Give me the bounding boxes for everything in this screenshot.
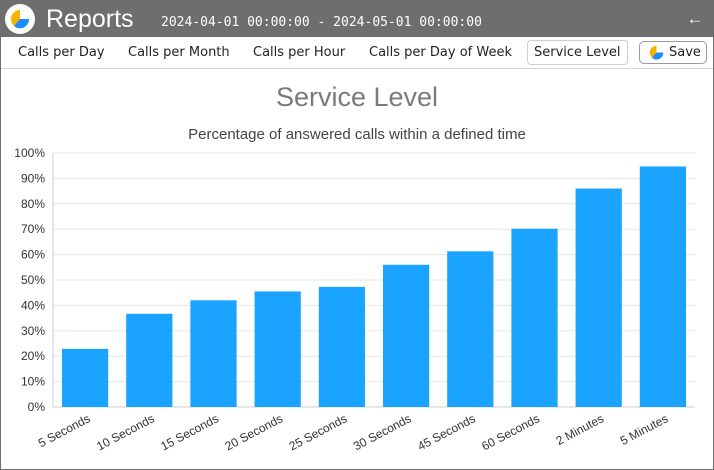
tab-calls-per-hour[interactable]: Calls per Hour: [253, 45, 346, 60]
bar: [511, 228, 558, 407]
y-tick-label: 80%: [21, 197, 45, 211]
x-tick-label: 60 Seconds: [479, 411, 542, 453]
x-tick-label: 10 Seconds: [94, 411, 157, 453]
pie-chart-icon: [5, 4, 35, 34]
y-tick-label: 0%: [28, 400, 46, 414]
y-tick-label: 30%: [21, 324, 45, 338]
tab-calls-per-day[interactable]: Calls per Day: [18, 45, 105, 60]
y-tick-label: 50%: [21, 273, 45, 287]
bar: [382, 264, 430, 407]
tab-calls-per-day-of-week[interactable]: Calls per Day of Week: [369, 45, 512, 60]
y-tick-label: 70%: [21, 222, 45, 236]
x-tick-label: 30 Seconds: [351, 411, 414, 453]
x-tick-label: 5 Seconds: [36, 411, 93, 450]
save-button-label: Save: [669, 45, 701, 60]
bar: [575, 188, 622, 407]
tab-service-level[interactable]: Service Level: [527, 40, 628, 65]
pie-chart-icon-graphic: [11, 10, 30, 29]
x-tick-label: 5 Minutes: [618, 411, 671, 448]
service-level-chart: 0% 10% 20% 30% 40% 50% 60% 70% 80% 90% 100% 5 Secon…: [14, 146, 695, 453]
pie-chart-icon: [649, 45, 664, 60]
y-tick-label: 90%: [21, 171, 45, 185]
arrow-left-icon[interactable]: ←: [686, 9, 704, 28]
chart-subtitle: Percentage of answered calls within a de…: [188, 126, 526, 143]
y-tick-label: 60%: [21, 248, 45, 262]
bar: [254, 291, 301, 407]
date-range-label: 2024-04-01 00:00:00 - 2024-05-01 00:00:0…: [161, 15, 482, 30]
tab-calls-per-month[interactable]: Calls per Month: [128, 45, 230, 60]
window-title: Reports: [46, 5, 134, 33]
report-tabs: Calls per Day Calls per Month Calls per …: [1, 37, 713, 69]
bar: [447, 251, 494, 407]
bar: [190, 300, 237, 407]
y-tick-label: 40%: [21, 298, 45, 312]
x-tick-label: 2 Minutes: [554, 411, 607, 448]
y-tick-label: 20%: [21, 349, 45, 363]
save-button[interactable]: Save: [639, 41, 707, 64]
bar: [61, 348, 109, 407]
bar: [126, 313, 173, 407]
title-bar: Reports 2024-04-01 00:00:00 - 2024-05-01…: [1, 1, 713, 37]
bar: [318, 286, 366, 407]
x-tick-label: 45 Seconds: [415, 411, 478, 453]
y-tick-label: 10%: [21, 375, 45, 389]
x-tick-label: 25 Seconds: [287, 411, 350, 453]
x-tick-label: 20 Seconds: [223, 411, 286, 453]
bar: [639, 166, 687, 407]
chart-title: Service Level: [275, 82, 439, 112]
y-tick-label: 100%: [14, 146, 45, 160]
x-tick-label: 15 Seconds: [158, 411, 221, 453]
